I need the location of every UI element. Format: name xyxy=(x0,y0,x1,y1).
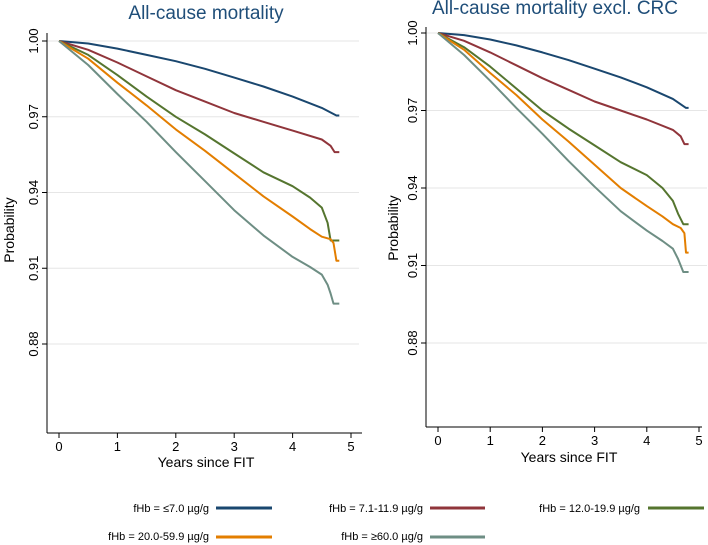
x-axis-label: Years since FIT xyxy=(521,449,618,465)
gridlines xyxy=(47,40,359,345)
legend-label: fHb = ≥60.0 µg/g xyxy=(341,531,423,543)
series-lines xyxy=(58,40,340,305)
legend-label: fHb = 12.0-19.9 µg/g xyxy=(539,503,640,515)
x-tick-label: 4 xyxy=(289,439,296,454)
y-axis-label: Probability xyxy=(385,195,401,260)
series-line xyxy=(58,40,340,154)
series-line xyxy=(437,32,689,146)
x-tick-label: 5 xyxy=(347,439,354,454)
y-tick-label: 1.00 xyxy=(405,20,420,45)
x-tick-label: 2 xyxy=(172,439,179,454)
series-line xyxy=(58,40,340,262)
y-tick-label: 0.94 xyxy=(405,175,420,200)
x-tick-label: 5 xyxy=(695,433,702,448)
x-ticks: 0 1 2 3 4 5 xyxy=(434,427,703,448)
chart-title: All-cause mortality excl. CRC xyxy=(432,0,678,19)
chart-panel-all-cause: All-cause mortality 0.88 0.91 0.94 0.97 1.00… xyxy=(1,3,362,470)
legend-label: fHb = 7.1-11.9 µg/g xyxy=(329,503,423,515)
y-tick-label: 0.91 xyxy=(26,256,41,281)
series-line xyxy=(58,40,340,242)
y-tick-label: 0.91 xyxy=(405,253,420,278)
y-tick-label: 1.00 xyxy=(26,28,41,53)
legend: fHb = ≤7.0 µg/g fHb = 7.1-11.9 µg/g fHb = … xyxy=(108,503,704,543)
chart-panel-excl-crc: All-cause mortality excl. CRC 0.880.910.… xyxy=(385,0,707,465)
legend-label: fHb = 20.0-59.9 µg/g xyxy=(108,531,209,543)
x-tick-label: 4 xyxy=(643,433,650,448)
x-tick-label: 1 xyxy=(114,439,121,454)
series-line xyxy=(58,40,340,305)
chart-title: All-cause mortality xyxy=(128,3,284,24)
x-tick-label: 0 xyxy=(55,439,62,454)
y-tick-label: 0.97 xyxy=(405,98,420,123)
x-tick-label: 0 xyxy=(434,433,441,448)
x-tick-label: 1 xyxy=(487,433,494,448)
y-tick-label: 0.88 xyxy=(26,331,41,356)
x-tick-label: 3 xyxy=(591,433,598,448)
y-ticks: 0.88 0.91 0.94 0.97 1.00 xyxy=(405,20,426,356)
legend-label: fHb = ≤7.0 µg/g xyxy=(133,503,209,515)
gridlines xyxy=(426,32,707,344)
y-axis-label: Probability xyxy=(1,197,17,262)
y-tick-label: 0.94 xyxy=(26,180,41,205)
series-line xyxy=(437,32,689,226)
series-line xyxy=(437,32,689,254)
x-tick-label: 3 xyxy=(231,439,238,454)
x-ticks: 0 1 2 3 4 5 xyxy=(55,433,355,454)
series-line xyxy=(437,32,689,109)
series-lines xyxy=(437,32,689,273)
x-axis-label: Years since FIT xyxy=(158,454,255,470)
y-tick-label: 0.97 xyxy=(26,104,41,129)
series-line xyxy=(437,32,689,273)
series-line xyxy=(58,40,340,117)
y-ticks: 0.88 0.91 0.94 0.97 1.00 xyxy=(26,28,47,357)
y-tick-label: 0.88 xyxy=(405,330,420,355)
x-tick-label: 2 xyxy=(539,433,546,448)
